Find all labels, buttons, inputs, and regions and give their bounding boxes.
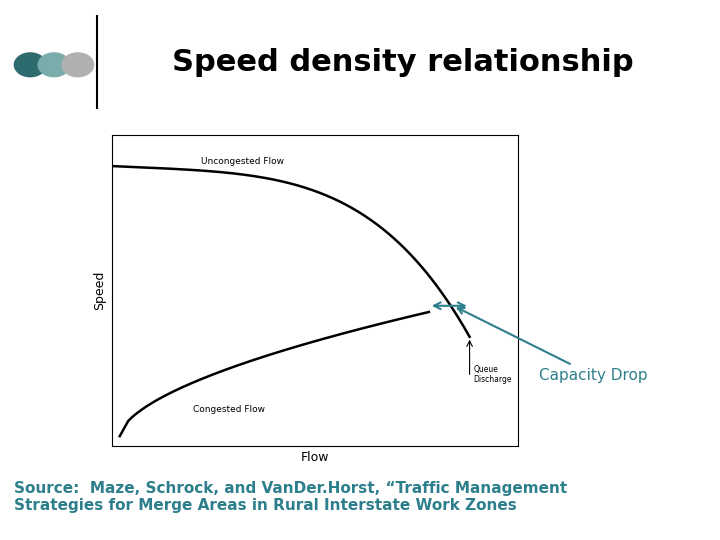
Text: Queue
Discharge: Queue Discharge bbox=[474, 365, 512, 384]
Text: Capacity Drop: Capacity Drop bbox=[458, 308, 647, 383]
Y-axis label: Speed: Speed bbox=[93, 271, 106, 310]
Text: Speed density relationship: Speed density relationship bbox=[172, 48, 634, 77]
Text: Congested Flow: Congested Flow bbox=[193, 406, 265, 414]
Text: Source:  Maze, Schrock, and VanDer.Horst, “Traffic Management
Strategies for Mer: Source: Maze, Schrock, and VanDer.Horst,… bbox=[14, 481, 567, 513]
X-axis label: Flow: Flow bbox=[301, 451, 329, 464]
Text: Uncongested Flow: Uncongested Flow bbox=[201, 157, 284, 166]
